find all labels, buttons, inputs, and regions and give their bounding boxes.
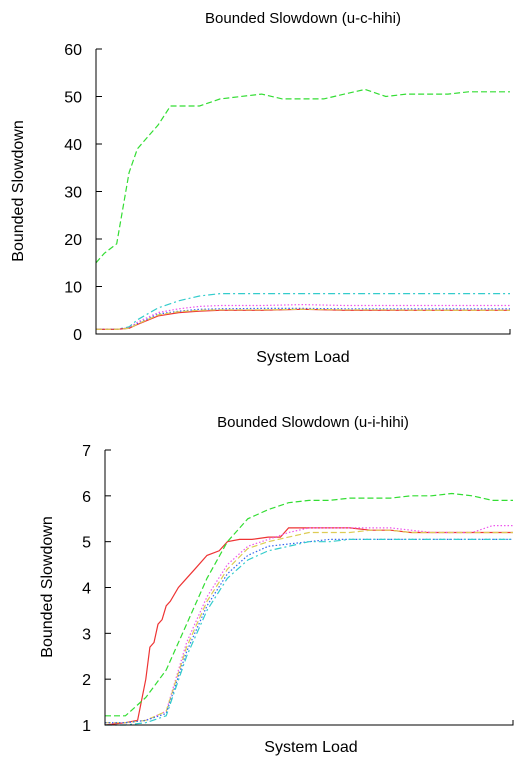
- axis-frame: [95, 49, 511, 335]
- y-tick-label: 3: [82, 626, 91, 643]
- chart-title: Bounded Slowdown (u-i-hihi): [217, 414, 409, 431]
- y-tick-label: 1: [82, 718, 91, 735]
- y-tick-label: 30: [64, 185, 82, 202]
- series-line-2: [96, 293, 510, 330]
- series-line-5: [96, 308, 510, 330]
- y-ticks: 0 10 20 30 40 50 60: [64, 42, 102, 344]
- series-line-3: [105, 524, 513, 724]
- series-line-4: [105, 529, 513, 724]
- y-tick-label: 60: [64, 42, 82, 59]
- y-tick-label: 10: [64, 280, 82, 297]
- y-tick-label: 7: [82, 443, 91, 460]
- series-line-5: [105, 538, 513, 724]
- chart-u-c-hihi: Bounded Slowdown (u-c-hihi) Bounded Slow…: [10, 10, 511, 366]
- series-group: [95, 88, 510, 330]
- series-line-4: [96, 307, 510, 330]
- x-axis-label: System Load: [264, 739, 357, 756]
- y-axis-label: Bounded Slowdown: [39, 516, 56, 657]
- y-tick-label: 50: [64, 90, 82, 107]
- y-ticks: 1 2 3 4 5 6 7: [82, 443, 111, 735]
- y-tick-label: 20: [64, 232, 82, 249]
- chart-u-i-hihi: Bounded Slowdown (u-i-hihi) Bounded Slow…: [39, 414, 514, 756]
- x-axis-label: System Load: [256, 349, 349, 366]
- y-tick-label: 2: [82, 672, 91, 689]
- chart-title: Bounded Slowdown (u-c-hihi): [205, 10, 401, 27]
- series-group: [104, 492, 513, 726]
- y-axis-label: Bounded Slowdown: [10, 120, 27, 261]
- y-tick-label: 6: [82, 489, 91, 506]
- y-tick-label: 0: [73, 327, 82, 344]
- series-line-2: [105, 492, 513, 717]
- series-line-6: [96, 308, 510, 330]
- series-line-1: [95, 88, 510, 264]
- y-tick-label: 4: [82, 581, 91, 598]
- series-line-1: [104, 527, 513, 726]
- series-line-6: [105, 538, 513, 726]
- y-tick-label: 5: [82, 535, 91, 552]
- axis-frame: [104, 450, 514, 726]
- y-tick-label: 40: [64, 137, 82, 154]
